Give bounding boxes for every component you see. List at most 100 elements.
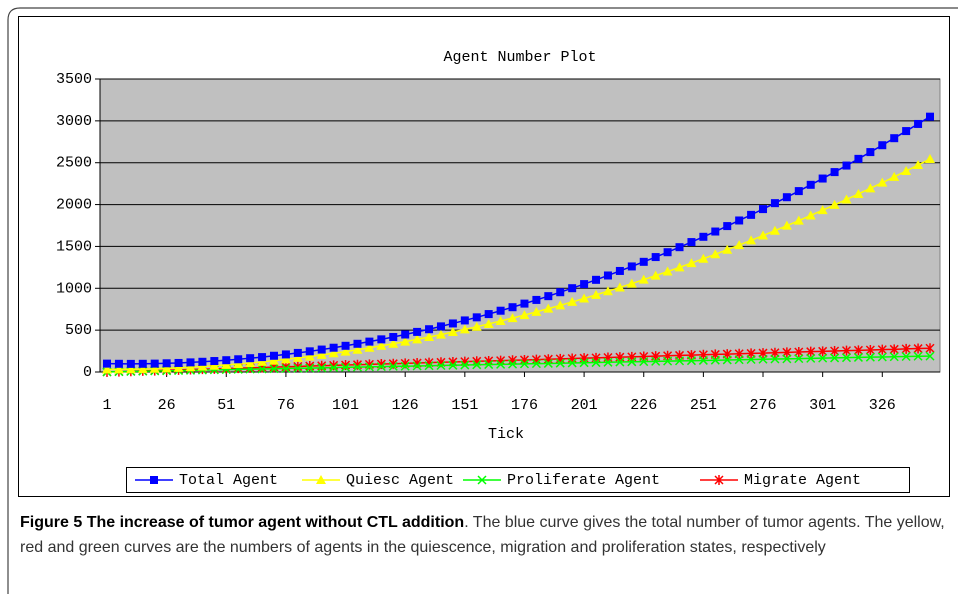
marker [639,357,649,367]
y-tick-label: 500 [65,322,92,339]
marker [484,310,493,319]
marker [723,222,732,231]
marker [865,352,875,362]
marker [508,303,517,312]
marker [544,292,553,301]
marker [591,289,602,299]
marker [412,361,422,371]
marker [806,180,815,189]
marker [817,205,828,215]
marker [591,358,601,368]
marker [734,240,745,250]
marker [280,354,291,364]
marker [602,286,613,296]
marker [782,347,792,358]
marker [758,354,768,364]
marker [710,355,720,365]
series-line [106,355,931,373]
marker [364,362,374,372]
chart-title: Agent Number Plot [443,49,596,66]
marker [806,346,816,357]
marker [877,177,888,187]
caption-title: The increase of tumor agent without CTL … [86,514,465,531]
marker [477,475,487,485]
marker [805,210,816,220]
marker [364,342,375,352]
marker [125,364,136,374]
marker [317,363,327,373]
marker [592,275,601,284]
marker [759,205,768,214]
marker [651,253,660,262]
marker [424,332,435,342]
marker [758,230,769,240]
marker [268,355,279,365]
marker [722,355,732,365]
marker [471,321,482,331]
marker [626,278,637,288]
marker [615,266,624,275]
marker [352,344,363,354]
marker [793,215,804,225]
marker [877,352,887,362]
marker [603,271,612,280]
marker [865,344,875,355]
marker [436,322,445,331]
marker [389,333,398,342]
marker [913,160,924,170]
marker [806,353,816,363]
marker [400,361,410,371]
y-tick-label: 3500 [56,71,92,88]
marker [711,227,720,236]
series-line [106,347,931,373]
legend-box [126,467,910,493]
marker [818,174,827,183]
marker [925,154,935,164]
marker [460,360,470,370]
marker [841,345,852,356]
x-tick-label: 326 [869,397,896,414]
marker [853,352,863,362]
caption-label: Figure 5 [20,514,83,531]
marker [662,266,673,276]
marker [746,354,756,365]
marker [436,360,446,371]
y-tick-label: 1500 [56,238,92,255]
legend-label: Migrate Agent [744,472,861,489]
marker [614,282,625,292]
marker [186,358,195,367]
marker [841,353,852,363]
marker [794,187,803,196]
marker [496,359,506,369]
marker [293,361,303,372]
marker [914,119,923,128]
x-tick-label: 76 [277,397,295,414]
marker [173,362,184,372]
marker [556,288,565,297]
marker [401,330,410,339]
x-tick-label: 176 [511,397,538,414]
marker [425,325,434,334]
marker [555,358,565,368]
marker [747,210,756,219]
marker [103,359,111,368]
marker [448,360,458,370]
marker [830,353,840,363]
marker [698,253,709,263]
marker [257,356,268,366]
panel-border [7,7,958,594]
marker [686,258,697,268]
marker [114,359,123,368]
marker [794,346,804,357]
marker [388,361,398,371]
marker [258,353,267,362]
marker [710,249,721,259]
plot-area [99,78,941,373]
x-tick-label: 276 [750,397,777,414]
marker [901,351,911,362]
marker [197,361,208,371]
x-tick-label: 1 [102,397,111,414]
marker [161,363,172,373]
marker [926,112,934,121]
